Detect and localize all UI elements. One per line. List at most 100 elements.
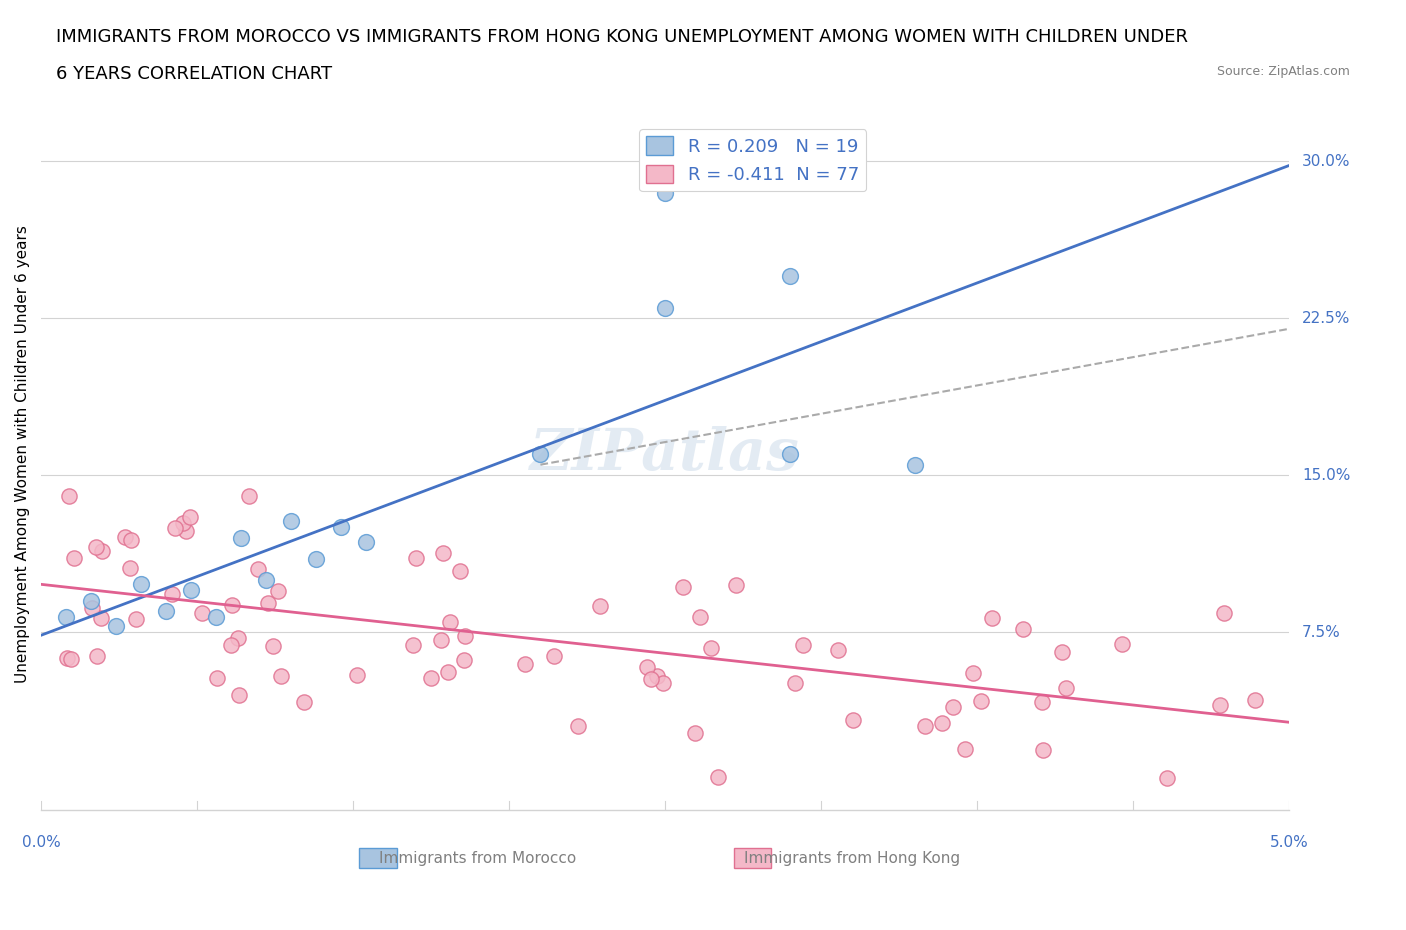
Point	[129, 577, 152, 591]
Point	[430, 633, 453, 648]
Point	[779, 446, 801, 461]
Point	[120, 533, 142, 548]
Point	[1011, 621, 1033, 636]
Point	[180, 583, 202, 598]
Point	[1212, 605, 1234, 620]
Point	[970, 694, 993, 709]
Point	[841, 713, 863, 728]
Point	[672, 579, 695, 594]
Point	[589, 598, 612, 613]
Point	[827, 643, 849, 658]
Text: Immigrants from Morocco: Immigrants from Morocco	[380, 851, 576, 866]
Point	[513, 657, 536, 671]
Point	[346, 668, 368, 683]
Point	[205, 610, 228, 625]
Text: 30.0%: 30.0%	[1302, 154, 1350, 169]
Point	[1156, 771, 1178, 786]
Point	[165, 521, 187, 536]
Point	[82, 600, 104, 615]
Point	[405, 551, 427, 565]
Point	[62, 551, 84, 565]
Point	[58, 488, 80, 503]
Point	[419, 671, 441, 685]
Point	[785, 676, 807, 691]
Y-axis label: Unemployment Among Women with Children Under 6 years: Unemployment Among Women with Children U…	[15, 225, 30, 684]
Point	[90, 610, 112, 625]
Point	[80, 593, 103, 608]
Point	[114, 530, 136, 545]
Point	[238, 489, 260, 504]
Point	[229, 530, 252, 545]
Point	[219, 637, 242, 652]
Point	[685, 725, 707, 740]
Point	[246, 562, 269, 577]
Point	[1054, 681, 1077, 696]
Point	[449, 564, 471, 578]
Point	[86, 649, 108, 664]
Point	[529, 446, 551, 461]
Text: 0.0%: 0.0%	[21, 835, 60, 850]
Point	[267, 584, 290, 599]
Point	[1031, 695, 1053, 710]
Point	[980, 610, 1002, 625]
Point	[914, 719, 936, 734]
Text: ZIPatlas: ZIPatlas	[530, 426, 800, 483]
Point	[439, 615, 461, 630]
Point	[205, 671, 228, 685]
Point	[725, 578, 748, 592]
Point	[707, 769, 730, 784]
Text: 15.0%: 15.0%	[1302, 468, 1350, 483]
Point	[689, 610, 711, 625]
Point	[86, 539, 108, 554]
Point	[931, 716, 953, 731]
Point	[432, 546, 454, 561]
Point	[155, 604, 177, 618]
Point	[55, 651, 77, 666]
Point	[179, 510, 201, 525]
Point	[779, 269, 801, 284]
Point	[257, 595, 280, 610]
Point	[305, 551, 328, 566]
Point	[329, 520, 352, 535]
Text: 6 YEARS CORRELATION CHART: 6 YEARS CORRELATION CHART	[56, 65, 332, 83]
Point	[118, 561, 141, 576]
Text: Immigrants from Hong Kong: Immigrants from Hong Kong	[744, 851, 960, 866]
Point	[280, 513, 302, 528]
Point	[645, 669, 668, 684]
Point	[59, 651, 82, 666]
Point	[55, 610, 77, 625]
Point	[172, 515, 194, 530]
Point	[1052, 645, 1074, 660]
Point	[270, 669, 292, 684]
Point	[1209, 698, 1232, 712]
Point	[942, 699, 965, 714]
Bar	[734, 848, 772, 868]
Text: IMMIGRANTS FROM MOROCCO VS IMMIGRANTS FROM HONG KONG UNEMPLOYMENT AMONG WOMEN WI: IMMIGRANTS FROM MOROCCO VS IMMIGRANTS FR…	[56, 28, 1188, 46]
Point	[1032, 743, 1054, 758]
Point	[962, 666, 984, 681]
Text: Source: ZipAtlas.com: Source: ZipAtlas.com	[1216, 65, 1350, 78]
Point	[654, 300, 676, 315]
Point	[292, 694, 315, 709]
Point	[543, 649, 565, 664]
Point	[91, 543, 114, 558]
Point	[174, 524, 197, 538]
Point	[1243, 693, 1265, 708]
Point	[254, 572, 277, 587]
Point	[792, 637, 814, 652]
Point	[125, 611, 148, 626]
Text: 7.5%: 7.5%	[1302, 625, 1341, 640]
Text: 5.0%: 5.0%	[1270, 835, 1309, 850]
Point	[1111, 636, 1133, 651]
Point	[354, 535, 377, 550]
Point	[453, 652, 475, 667]
Point	[652, 675, 675, 690]
Point	[191, 605, 214, 620]
Point	[436, 664, 458, 679]
Point	[640, 671, 662, 686]
Point	[654, 185, 676, 200]
Point	[105, 618, 128, 633]
Point	[700, 641, 723, 656]
Legend: R = 0.209   N = 19, R = -0.411  N = 77: R = 0.209 N = 19, R = -0.411 N = 77	[640, 129, 866, 192]
Point	[160, 587, 183, 602]
